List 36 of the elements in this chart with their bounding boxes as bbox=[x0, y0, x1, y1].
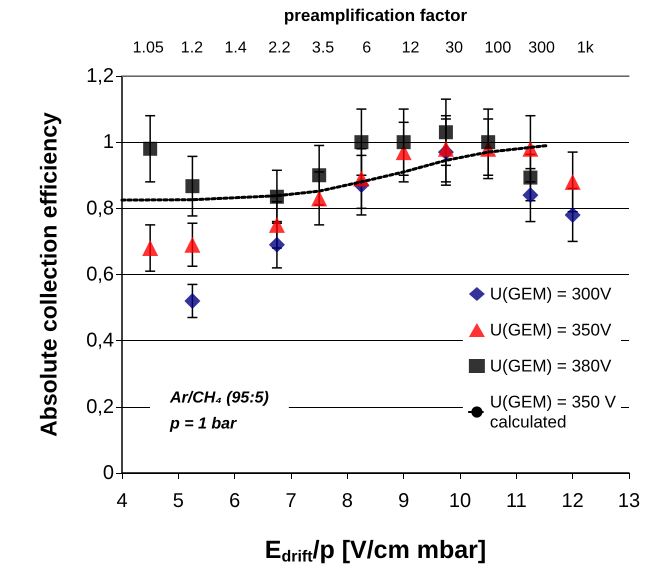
y-tick-label: 1,2 bbox=[86, 65, 114, 87]
text: 100 bbox=[484, 40, 512, 56]
y-axis-title: Absolute collection efficiency bbox=[36, 112, 62, 437]
y-tick-label: 1 bbox=[102, 131, 114, 154]
legend-label: U(GEM) = 380V bbox=[490, 356, 612, 376]
x-tick-label: 10 bbox=[448, 490, 472, 512]
legend-label: U(GEM) = 300V bbox=[490, 284, 612, 304]
x-tick-label: 13 bbox=[618, 490, 640, 512]
text: 1.05 bbox=[132, 40, 164, 56]
text: 1.4 bbox=[224, 40, 247, 56]
annotation: p = 1 bar bbox=[169, 416, 238, 432]
legend-label: U(GEM) = 350 V calculated bbox=[490, 392, 617, 432]
x-tick-label: 5 bbox=[172, 490, 184, 512]
text: 6 bbox=[362, 40, 372, 56]
text: 12 bbox=[402, 40, 420, 56]
legend-label: U(GEM) = 350V bbox=[490, 320, 612, 340]
text: 3.5 bbox=[312, 40, 334, 56]
annotation: Ar/CH₄ (95:5) bbox=[169, 390, 269, 406]
x-tick-label: 8 bbox=[342, 490, 353, 512]
text: 300 bbox=[528, 40, 556, 56]
text: 30 bbox=[445, 40, 464, 56]
x-tick-label: 4 bbox=[116, 490, 128, 512]
x2-axis-title: preamplification factor bbox=[284, 6, 468, 25]
y-tick-label: 0,2 bbox=[86, 396, 114, 418]
text: 1.2 bbox=[180, 40, 204, 56]
y-tick-label: 0,8 bbox=[86, 197, 114, 220]
x-tick-label: 11 bbox=[506, 490, 527, 512]
y-tick-label: 0,4 bbox=[86, 330, 114, 352]
x-tick-label: 6 bbox=[229, 490, 240, 512]
x-tick-label: 12 bbox=[562, 490, 584, 512]
x-tick-label: 7 bbox=[285, 490, 297, 512]
y-tick-label: 0,6 bbox=[86, 264, 114, 286]
y-tick-label: 0 bbox=[102, 462, 114, 484]
x-tick-label: 9 bbox=[398, 490, 410, 512]
text: 1k bbox=[576, 40, 595, 56]
text: 2.2 bbox=[268, 40, 291, 56]
